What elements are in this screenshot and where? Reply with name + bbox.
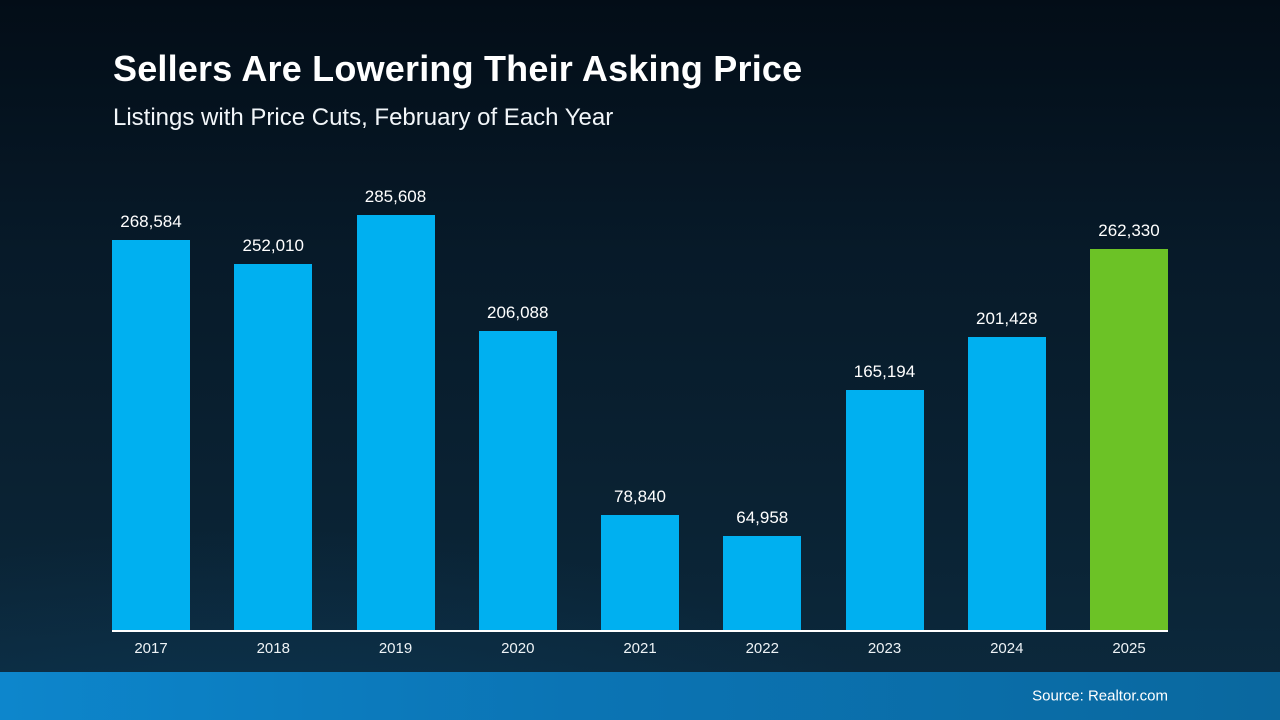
bar-2022 (723, 536, 802, 630)
bar-2024 (967, 337, 1046, 630)
bar-column-2023: 165,194 (845, 362, 924, 630)
bar-chart-plot-area: 268,584 252,010 285,608 206,088 78,840 64,958… (112, 180, 1168, 632)
source-text: Source: Realtor.com (1032, 687, 1168, 705)
bar-value-label: 165,194 (853, 362, 916, 381)
bar-2017 (112, 240, 190, 630)
bar-value-label: 262,330 (1098, 221, 1160, 240)
bar-column-2021: 78,840 (601, 487, 679, 630)
chart-title: Sellers Are Lowering Their Asking Price (113, 48, 803, 89)
chart-subtitle: Listings with Price Cuts, February of Ea… (113, 104, 614, 131)
bar-2019 (356, 215, 435, 630)
bar-value-label: 64,958 (736, 508, 789, 527)
bar-value-label: 201,428 (976, 309, 1038, 328)
x-axis-label-2020: 2020 (501, 640, 535, 657)
bar-value-label: 268,584 (120, 212, 182, 231)
bar-column-2022: 64,958 (723, 508, 802, 630)
x-axis-label-2025: 2025 (1112, 640, 1146, 657)
bar-column-2025: 262,330 (1090, 221, 1168, 630)
x-axis-label-2017: 2017 (134, 640, 168, 657)
bar-column-2024: 201,428 (967, 309, 1046, 630)
bar-2023 (845, 390, 924, 630)
bar-value-label: 206,088 (487, 303, 549, 322)
x-axis-label-2024: 2024 (990, 640, 1024, 657)
bar-column-2018: 252,010 (234, 236, 313, 630)
bar-value-label: 285,608 (364, 187, 427, 206)
x-axis-label-2019: 2019 (378, 640, 413, 657)
bar-column-2017: 268,584 (112, 212, 190, 630)
bar-column-2020: 206,088 (478, 303, 557, 630)
bar-2018 (234, 264, 313, 630)
x-axis-label-2018: 2018 (256, 640, 290, 657)
bar-2021 (601, 515, 679, 630)
bar-2020 (478, 331, 557, 630)
bar-value-label: 78,840 (614, 487, 666, 506)
x-axis-label-2023: 2023 (867, 640, 902, 657)
x-axis-label-2021: 2021 (623, 640, 657, 657)
x-axis-labels: 2017 2018 2019 2020 2021 2022 2023 2024 2025 (112, 640, 1168, 657)
bar-column-2019: 285,608 (356, 187, 435, 630)
bar-value-label: 252,010 (242, 236, 304, 255)
bar-2025 (1090, 249, 1168, 630)
x-axis-label-2022: 2022 (745, 640, 779, 657)
footer-bar: Source: Realtor.com (0, 672, 1280, 720)
